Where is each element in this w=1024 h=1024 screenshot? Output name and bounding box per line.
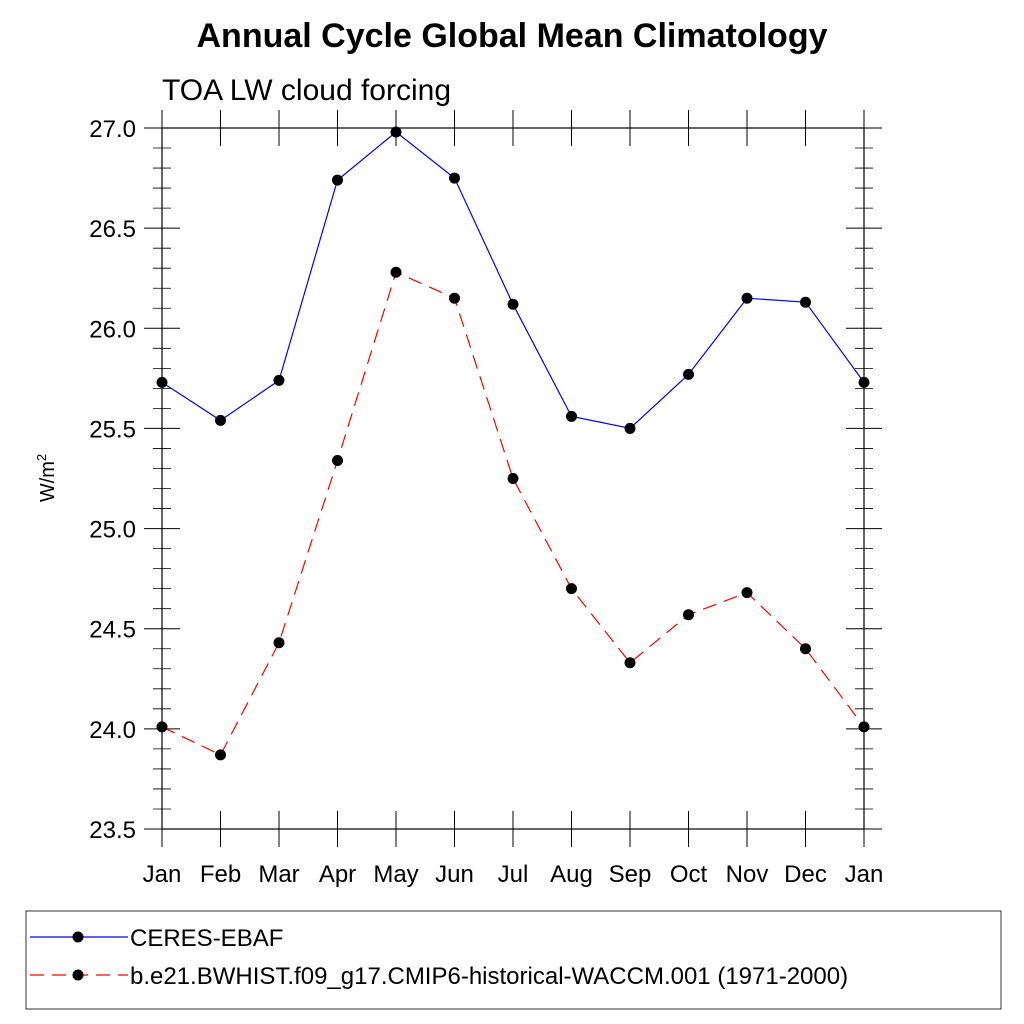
data-point	[390, 266, 402, 278]
x-tick-label: Jul	[498, 861, 529, 888]
data-point	[858, 721, 870, 733]
data-point	[507, 473, 519, 484]
legend-label: CERES-EBAF	[130, 925, 283, 952]
x-tick-label: Sep	[609, 861, 652, 888]
series-1	[156, 126, 870, 434]
y-tick-label: 27.0	[89, 116, 136, 143]
data-point	[624, 422, 636, 434]
chart-title: Annual Cycle Global Mean Climatology	[197, 17, 828, 55]
x-tick-label: Oct	[670, 861, 708, 888]
x-tick-label: Feb	[200, 861, 241, 888]
y-tick-label: 26.0	[89, 316, 136, 343]
data-point	[390, 126, 402, 138]
x-tick-label: Nov	[726, 861, 769, 888]
series-2	[156, 266, 870, 761]
axis-ticks	[144, 110, 882, 847]
data-point	[449, 172, 460, 184]
data-point	[215, 414, 226, 426]
legend-box	[25, 910, 1002, 1010]
series-line	[161, 131, 865, 430]
data-point	[507, 298, 519, 310]
x-tick-label: Jun	[435, 861, 474, 888]
data-point	[156, 376, 168, 388]
data-point	[741, 587, 753, 599]
y-tick-label: 23.5	[89, 817, 136, 844]
y-axis-label-base: W/m	[37, 461, 59, 502]
data-point	[683, 368, 694, 380]
data-point	[683, 609, 694, 621]
data-point	[741, 292, 753, 304]
y-axis-label-superscript: 2	[34, 454, 49, 461]
chart-subtitle: TOA LW cloud forcing	[162, 74, 451, 107]
legend-marker	[72, 931, 84, 943]
data-point	[273, 637, 285, 649]
x-tick-label: Aug	[550, 861, 593, 888]
y-tick-label: 24.5	[89, 617, 136, 644]
data-point	[273, 374, 285, 386]
y-tick-labels: 23.5 24.0 24.5 25.0 25.5 26.0 26.5 27.0	[89, 116, 136, 844]
data-point	[449, 292, 460, 304]
x-tick-label: Mar	[258, 861, 299, 888]
series-layer	[156, 126, 870, 761]
legend-label: b.e21.BWHIST.f09_g17.CMIP6-historical-WA…	[130, 963, 848, 990]
y-axis-label: W/m2	[34, 454, 59, 502]
x-tick-label: Apr	[319, 861, 356, 888]
y-tick-label: 26.5	[89, 216, 136, 243]
x-tick-labels: Jan Feb Mar Apr May Jun Jul Aug Sep Oct Nov Dec Jan	[143, 861, 884, 888]
data-point	[332, 454, 343, 466]
data-point	[566, 583, 577, 595]
data-point	[858, 376, 870, 388]
x-tick-label: Dec	[784, 861, 827, 888]
data-point	[800, 296, 811, 308]
series-line	[161, 271, 865, 756]
x-tick-label: May	[373, 861, 418, 888]
data-point	[624, 657, 636, 669]
data-point	[156, 721, 168, 733]
data-point	[800, 643, 811, 655]
data-point	[215, 749, 226, 761]
data-point	[332, 174, 343, 186]
y-tick-label: 25.5	[89, 416, 136, 443]
x-tick-label: Jan	[845, 861, 884, 888]
y-tick-label: 25.0	[89, 517, 136, 544]
legend: CERES-EBAF b.e21.BWHIST.f09_g17.CMIP6-his…	[30, 925, 848, 990]
data-point	[566, 410, 577, 422]
y-tick-label: 24.0	[89, 717, 136, 744]
legend-marker	[72, 969, 84, 981]
x-tick-label: Jan	[143, 861, 182, 888]
